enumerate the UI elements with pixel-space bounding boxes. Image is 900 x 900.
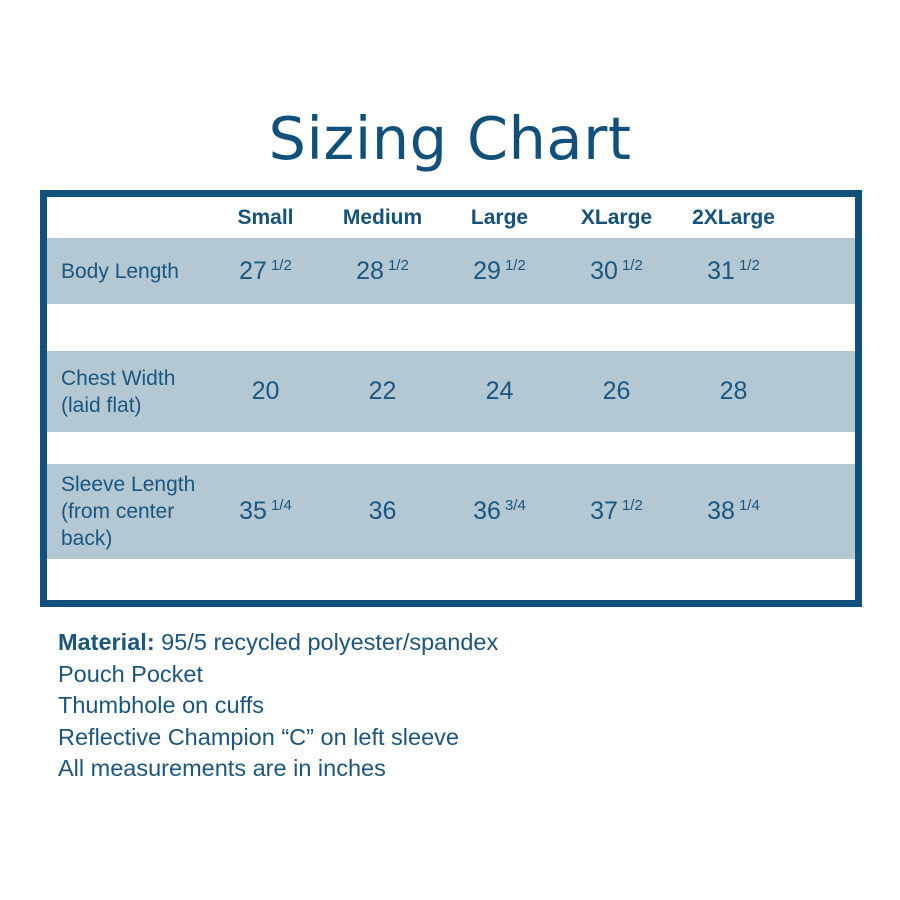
spacer-row	[47, 304, 855, 351]
sleeve-length-xlarge: 37 1/2	[558, 497, 675, 526]
table-row-chest-width: Chest Width (laid flat) 20 22 24 26 28	[47, 351, 855, 432]
column-header-medium: Medium	[342, 205, 423, 229]
page-title: Sizing Chart	[268, 104, 632, 173]
value-whole: 27	[239, 256, 267, 285]
value-fraction: 3/4	[504, 497, 526, 514]
note-pouch-pocket: Pouch Pocket	[58, 660, 204, 687]
body-length-2xlarge: 31 1/2	[675, 257, 792, 286]
value-whole: 28	[356, 256, 384, 285]
value-fraction: 1/2	[387, 256, 409, 274]
column-header-small: Small	[237, 205, 294, 229]
note-material: Material: 95/5 recycled polyester/spande…	[58, 627, 498, 659]
table-header-row: Small Medium Large XLarge 2XLarge	[47, 197, 855, 238]
table-row-sleeve-length: Sleeve Length (from center back) 35 1/4 3…	[47, 464, 855, 559]
sleeve-length-small: 35 1/4	[207, 497, 324, 526]
product-notes: Material: 95/5 recycled polyester/spande…	[58, 627, 498, 785]
value-fraction: 1/2	[504, 256, 526, 274]
value-whole: 31	[707, 256, 735, 285]
value-fraction: 1/4	[738, 497, 760, 514]
note-material-label: Material:	[58, 629, 155, 655]
value-whole: 22	[368, 377, 397, 405]
spacer-row	[47, 432, 855, 464]
value-whole: 24	[485, 377, 514, 405]
chest-width-medium: 22	[324, 377, 441, 406]
value-whole: 38	[707, 497, 735, 525]
note-measurements-units: All measurements are in inches	[58, 755, 386, 781]
table-row-body-length: Body Length 27 1/2 28 1/2 29 1/2 30 1/2 31 1/…	[47, 238, 855, 304]
value-fraction: 1/2	[738, 256, 760, 274]
value-fraction: 1/2	[270, 256, 292, 274]
row-label-chest-width: Chest Width (laid flat)	[61, 366, 176, 417]
value-whole: 29	[473, 256, 501, 285]
chest-width-2xlarge: 28	[675, 377, 792, 406]
chest-width-small: 20	[207, 377, 324, 406]
body-length-xlarge: 30 1/2	[558, 257, 675, 286]
chest-width-large: 24	[441, 377, 558, 406]
spacer-row	[47, 559, 855, 599]
value-whole: 30	[590, 256, 618, 285]
value-whole: 35	[239, 497, 267, 525]
sleeve-length-2xlarge: 38 1/4	[675, 497, 792, 526]
sleeve-length-large: 36 3/4	[441, 497, 558, 526]
body-length-medium: 28 1/2	[324, 257, 441, 286]
column-header-xlarge: XLarge	[580, 205, 653, 229]
value-whole: 26	[602, 377, 631, 405]
value-whole: 37	[590, 497, 618, 525]
body-length-small: 27 1/2	[207, 257, 324, 286]
row-label-sleeve-length: Sleeve Length (from center back)	[61, 473, 196, 550]
note-reflective-logo: Reflective Champion “C” on left sleeve	[58, 723, 459, 750]
value-fraction: 1/2	[621, 497, 643, 514]
value-fraction: 1/2	[621, 256, 643, 274]
value-whole: 20	[251, 377, 280, 405]
chest-width-xlarge: 26	[558, 377, 675, 406]
note-material-text: 95/5 recycled polyester/spandex	[161, 629, 499, 655]
column-header-2xlarge: 2XLarge	[692, 205, 775, 229]
sleeve-length-medium: 36	[324, 497, 441, 526]
row-label-body-length: Body Length	[61, 259, 179, 283]
value-fraction: 1/4	[270, 497, 292, 514]
value-whole: 28	[719, 377, 748, 405]
column-header-large: Large	[470, 205, 529, 229]
value-whole: 36	[368, 497, 397, 525]
body-length-large: 29 1/2	[441, 257, 558, 286]
sizing-table: Small Medium Large XLarge 2XLarge Body L…	[40, 190, 862, 607]
note-thumbhole: Thumbhole on cuffs	[58, 692, 264, 718]
value-whole: 36	[473, 497, 501, 525]
